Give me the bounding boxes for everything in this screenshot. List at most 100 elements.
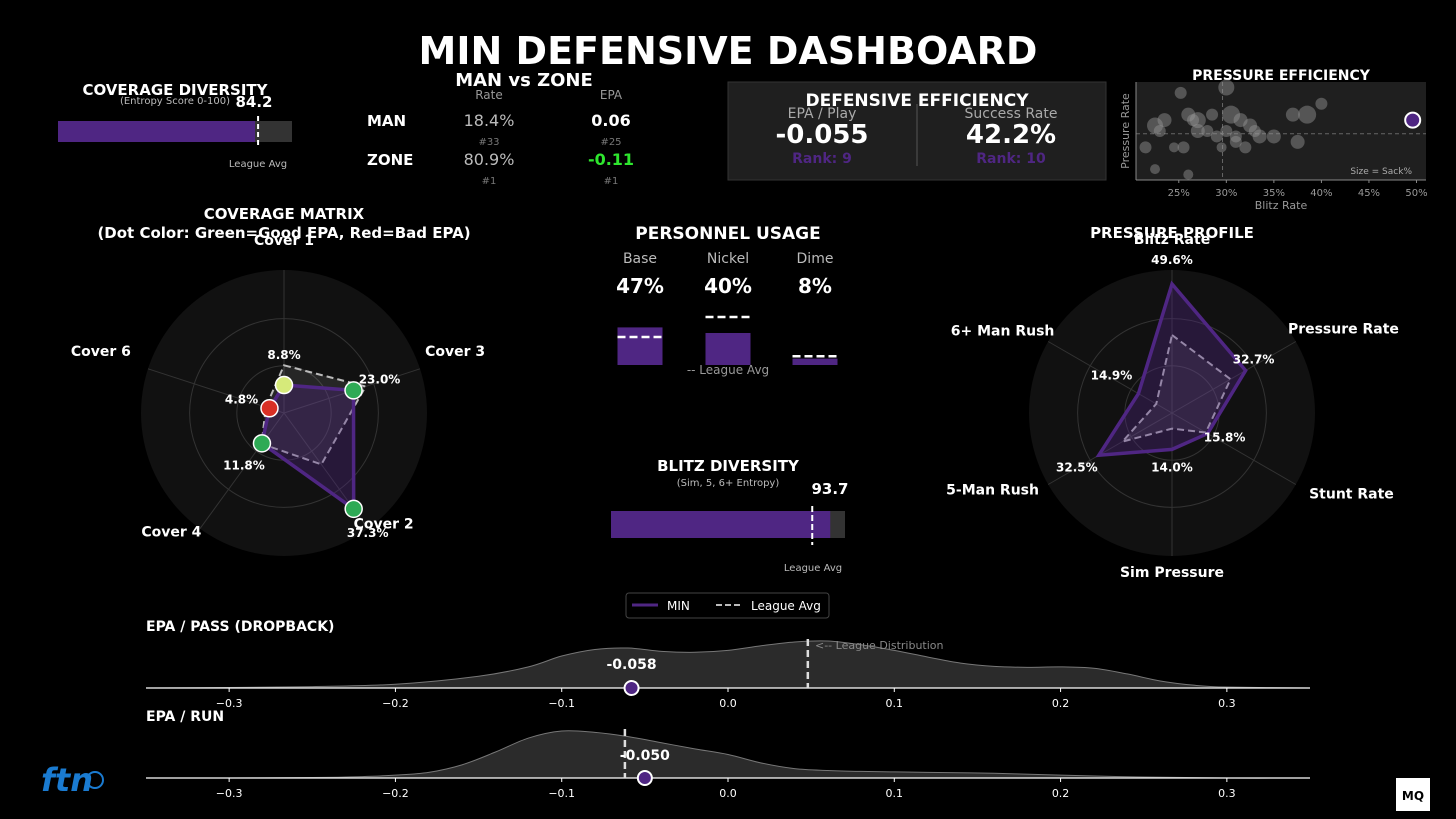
- zone-rate-rank: #1: [482, 176, 497, 187]
- pressure-efficiency-point: [1298, 105, 1317, 124]
- blitz-diversity-title: BLITZ DIVERSITY: [657, 457, 800, 475]
- epa-run-xtick-label: 0.0: [719, 787, 737, 800]
- epa-pass-dist-label: <-- League Distribution: [815, 639, 944, 652]
- pressure-efficiency-xtick-label: 45%: [1358, 188, 1380, 199]
- epa-run-value: -0.050: [620, 748, 670, 764]
- success-rate-rank: Rank: 10: [976, 151, 1046, 167]
- pressure-efficiency-point: [1177, 141, 1190, 154]
- pressure_profile-spoke: [1171, 412, 1297, 485]
- coverage_matrix-axis-label: Cover 2: [354, 516, 414, 532]
- pressure-efficiency-title: PRESSURE EFFICIENCY: [1192, 68, 1371, 84]
- blitz-diversity-subtitle: (Sim, 5, 6+ Entropy): [677, 478, 780, 489]
- coverage_matrix-value-label: 8.8%: [267, 348, 300, 362]
- pressure_profile-axis-label: Blitz Rate: [1134, 232, 1210, 248]
- pressure_profile-axis-label: Sim Pressure: [1120, 565, 1224, 581]
- man-epa: 0.06: [591, 111, 630, 130]
- pressure-efficiency-point: [1290, 134, 1305, 149]
- man-zone-epa-header: EPA: [600, 88, 623, 102]
- coverage_matrix-epa-dot: [344, 381, 363, 400]
- zone-label: ZONE: [367, 151, 413, 169]
- coverage_matrix-axis-label: Cover 6: [71, 344, 131, 360]
- personnel-dime-bar: [792, 358, 838, 365]
- pressure-efficiency-point: [1183, 169, 1194, 180]
- pressure-efficiency-point: [1216, 142, 1227, 153]
- defensive-efficiency-panel: DEFENSIVE EFFICIENCY EPA / Play -0.055 R…: [727, 81, 1107, 181]
- man-rate: 18.4%: [464, 111, 515, 130]
- coverage_matrix-axis-label: Cover 4: [141, 524, 201, 540]
- epa-run-xtick-label: −0.3: [216, 787, 243, 800]
- pressure_profile-spoke: [1171, 341, 1297, 414]
- coverage_matrix-epa-dot: [260, 399, 279, 418]
- epa-pass-xtick-label: −0.3: [216, 697, 243, 710]
- man-rate-rank: #33: [478, 137, 499, 148]
- pressure-efficiency-team-point: [1404, 111, 1422, 129]
- personnel-dime-label: Dime: [797, 251, 834, 267]
- coverage-diversity-title: COVERAGE DIVERSITY: [82, 81, 268, 99]
- dashboard-title: MIN DEFENSIVE DASHBOARD: [419, 29, 1038, 73]
- pressure-efficiency-point: [1153, 125, 1166, 137]
- pressure_profile-value-label: 15.8%: [1204, 431, 1246, 445]
- coverage-diversity-value: 84.2: [235, 93, 272, 111]
- ftn-logo: ftn: [41, 761, 104, 799]
- pressure_profile-spoke: [1047, 412, 1173, 485]
- chart-legend: MIN League Avg: [625, 592, 830, 619]
- epa-run-xtick-label: 0.2: [1052, 787, 1070, 800]
- epa-run-density-line: [145, 730, 1311, 779]
- epa-pass-value: -0.058: [607, 657, 657, 673]
- pressure-efficiency-point: [1229, 130, 1242, 143]
- coverage-matrix-subtitle: (Dot Color: Green=Good EPA, Red=Bad EPA): [97, 224, 470, 242]
- personnel-base-label: Base: [623, 251, 657, 267]
- epa-run-title: EPA / RUN: [146, 709, 224, 725]
- epa-per-play-label: EPA / Play: [788, 106, 857, 122]
- coverage_matrix-value-label: 37.3%: [347, 526, 389, 540]
- pressure-efficiency-point: [1210, 130, 1223, 143]
- personnel-nickel-label: Nickel: [707, 251, 749, 267]
- pressure_profile-league-area: [1119, 333, 1232, 444]
- epa-pass-xtick-label: 0.0: [719, 697, 737, 710]
- epa-pass-xtick-label: 0.3: [1218, 697, 1236, 710]
- pressure-efficiency-point: [1248, 125, 1261, 137]
- man-zone-panel: MAN vs ZONE Rate EPA MAN 18.4% #33 0.06 …: [367, 70, 634, 187]
- coverage_matrix-value-label: 11.8%: [223, 458, 265, 472]
- coverage_matrix-axis-label: Cover 1: [254, 233, 314, 249]
- pressure-efficiency-point: [1239, 141, 1252, 154]
- coverage_matrix-epa-dot: [252, 434, 272, 453]
- pressure-efficiency-point: [1229, 135, 1242, 148]
- personnel-usage-title: PERSONNEL USAGE: [635, 224, 820, 244]
- pressure_profile-spoke: [1047, 341, 1173, 414]
- epa-run-xtick-label: −0.1: [548, 787, 575, 800]
- pressure-efficiency-point: [1181, 107, 1196, 122]
- pressure_profile-value-label: 14.0%: [1151, 460, 1193, 474]
- pressure-efficiency-xlabel: Blitz Rate: [1255, 199, 1308, 212]
- epa-run-density-area: [146, 730, 1310, 779]
- pressure-efficiency-point: [1233, 113, 1248, 128]
- man-epa-rank: #25: [600, 137, 621, 148]
- personnel-nickel-bar: [705, 333, 751, 365]
- pressure-efficiency-note: Size = Sack%: [1350, 167, 1412, 177]
- pressure-efficiency-point: [1243, 118, 1258, 133]
- pressure-efficiency-xtick-label: 40%: [1310, 188, 1332, 199]
- epa-pass-team-marker: [623, 680, 640, 696]
- coverage_matrix-value-label: 23.0%: [359, 372, 401, 386]
- personnel-nickel-value: 40%: [704, 274, 752, 298]
- pressure-efficiency-chart: PRESSURE EFFICIENCY Pressure Rate Blitz …: [1119, 68, 1428, 212]
- legend-team-label: MIN: [667, 599, 690, 613]
- pressure-efficiency-xtick-label: 50%: [1405, 188, 1427, 199]
- pressure_profile-axis-label: Stunt Rate: [1309, 487, 1394, 503]
- epa-run-panel: EPA / RUN −0.3 −0.2 −0.1 0.0 0.1 0.2 0.3 -0.05…: [145, 709, 1311, 800]
- mq-logo: MQ: [1396, 778, 1430, 811]
- man-label: MAN: [367, 112, 406, 130]
- pressure-profile-title: PRESSURE PROFILE: [1090, 224, 1254, 242]
- epa-pass-xtick-label: 0.1: [886, 697, 904, 710]
- epa-pass-density-area: [146, 640, 1310, 688]
- success-rate-label: Success Rate: [965, 106, 1058, 122]
- pressure_profile-team-area: [1095, 280, 1248, 458]
- pressure_profile-axis-label: Pressure Rate: [1288, 322, 1399, 338]
- personnel-legend: -- League Avg: [687, 363, 769, 377]
- epa-run-xtick-label: 0.1: [886, 787, 904, 800]
- legend-league-label: League Avg: [751, 599, 821, 613]
- coverage-matrix-title: COVERAGE MATRIX: [204, 205, 365, 223]
- coverage-matrix-panel: COVERAGE MATRIX (Dot Color: Green=Good E…: [71, 205, 485, 556]
- zone-rate: 80.9%: [464, 150, 515, 169]
